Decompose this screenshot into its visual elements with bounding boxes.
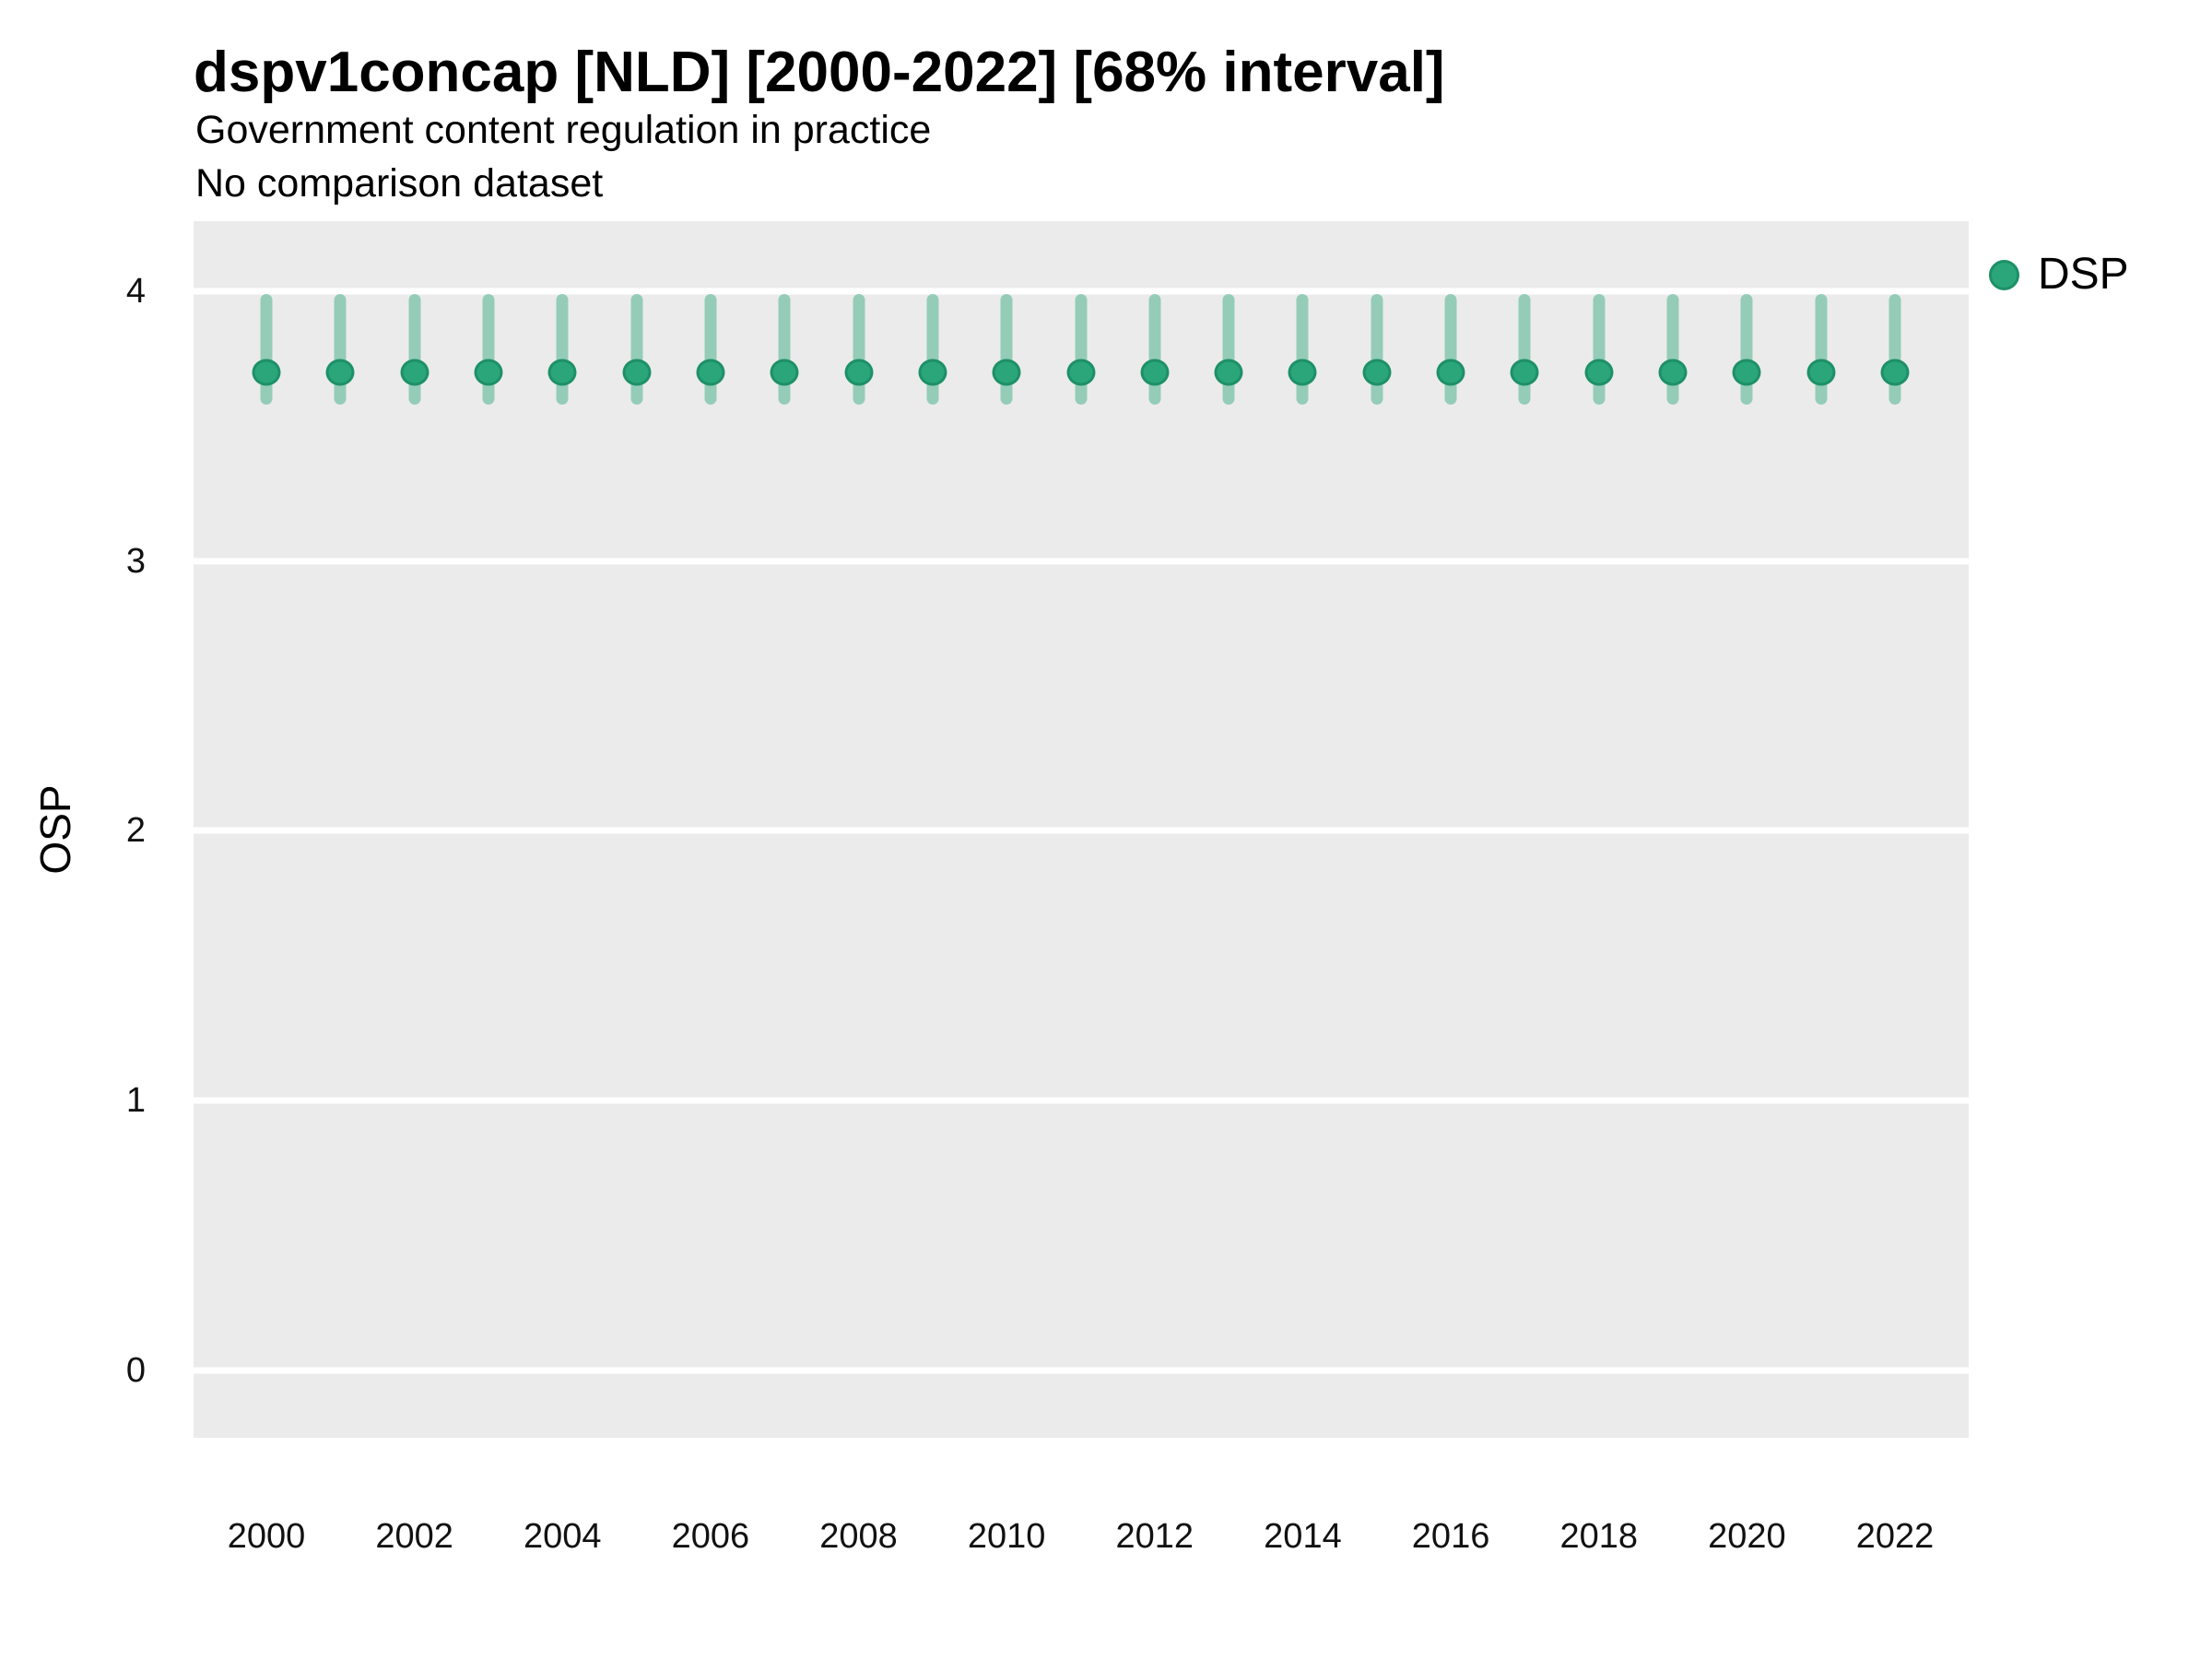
- dsp-point-2006: [696, 359, 725, 386]
- dsp-point-2017: [1510, 359, 1539, 386]
- gridline-y-4: [194, 288, 1969, 295]
- dsp-point-2002: [400, 359, 429, 386]
- x-tick-label-2000: 2000: [227, 1517, 306, 1556]
- gridline-y-3: [194, 558, 1969, 565]
- y-tick-label-2: 2: [125, 811, 146, 851]
- dsp-interval-2003: [482, 294, 495, 406]
- dsp-point-2004: [547, 359, 577, 386]
- chart-title: dspv1concap [NLD] [2000-2022] [68% inter…: [194, 41, 1445, 104]
- dsp-interval-2019: [1666, 294, 1679, 406]
- y-tick-label-4: 4: [125, 272, 146, 312]
- dsp-point-2012: [1140, 359, 1170, 386]
- dsp-interval-2013: [1222, 294, 1235, 406]
- dsp-point-2003: [474, 359, 503, 386]
- x-tick-label-2006: 2006: [671, 1517, 750, 1556]
- dsp-interval-2021: [1815, 294, 1828, 406]
- dsp-point-2020: [1732, 359, 1761, 386]
- dsp-interval-2017: [1518, 294, 1531, 406]
- dsp-interval-2004: [556, 294, 569, 406]
- dsp-point-2022: [1880, 359, 1910, 386]
- dsp-interval-2000: [260, 294, 273, 406]
- dsp-interval-2020: [1740, 294, 1753, 406]
- gridline-y-1: [194, 1097, 1969, 1104]
- y-tick-label-3: 3: [125, 541, 146, 581]
- x-tick-label-2014: 2014: [1264, 1517, 1342, 1556]
- dsp-point-2019: [1658, 359, 1688, 386]
- dsp-point-2011: [1066, 359, 1095, 386]
- dsp-point-2007: [770, 359, 799, 386]
- y-tick-label-0: 0: [125, 1350, 146, 1390]
- x-tick-label-2012: 2012: [1115, 1517, 1194, 1556]
- dsp-interval-2009: [926, 294, 939, 406]
- x-axis-tick-labels: 2000 2002 2004 2006 2008 2010 2012 2014 2016 2018…: [194, 1516, 1969, 1562]
- dsp-point-2010: [992, 359, 1021, 386]
- x-tick-label-2004: 2004: [523, 1517, 602, 1556]
- dsp-interval-2010: [1000, 294, 1013, 406]
- dsp-point-2009: [918, 359, 947, 386]
- dsp-interval-2016: [1444, 294, 1457, 406]
- legend: DSP: [1989, 249, 2129, 300]
- x-tick-label-2008: 2008: [819, 1517, 898, 1556]
- legend-marker-circle-icon: [1989, 259, 2019, 290]
- dsp-interval-2001: [334, 294, 347, 406]
- gridline-y-0: [194, 1367, 1969, 1374]
- dsp-point-2013: [1214, 359, 1243, 386]
- dsp-point-2000: [252, 359, 281, 386]
- dsp-point-2018: [1584, 359, 1614, 386]
- dsp-interval-2012: [1148, 294, 1161, 406]
- x-tick-label-2020: 2020: [1708, 1517, 1786, 1556]
- dsp-interval-2018: [1593, 294, 1606, 406]
- x-tick-label-2010: 2010: [967, 1517, 1046, 1556]
- y-tick-label-1: 1: [125, 1081, 146, 1121]
- dsp-interval-2006: [704, 294, 717, 406]
- dsp-point-2016: [1436, 359, 1465, 386]
- legend-label-dsp: DSP: [2038, 250, 2129, 299]
- gridline-y-2: [194, 827, 1969, 834]
- dsp-interval-2011: [1075, 294, 1087, 406]
- x-tick-label-2016: 2016: [1411, 1517, 1490, 1556]
- dsp-point-2014: [1288, 359, 1317, 386]
- dsp-point-2021: [1806, 359, 1836, 386]
- dsp-interval-2007: [778, 294, 791, 406]
- dsp-interval-2015: [1371, 294, 1383, 406]
- dsp-point-2008: [844, 359, 874, 386]
- plot-panel: [194, 221, 1969, 1438]
- dsp-interval-2014: [1296, 294, 1309, 406]
- comparison-note: No comparison dataset: [195, 161, 604, 206]
- dsp-point-2001: [325, 359, 355, 386]
- dsp-interval-2022: [1888, 294, 1901, 406]
- x-tick-label-2018: 2018: [1559, 1517, 1638, 1556]
- dsp-point-2005: [622, 359, 652, 386]
- dsp-interval-2002: [408, 294, 421, 406]
- x-tick-label-2002: 2002: [375, 1517, 453, 1556]
- dsp-interval-2008: [853, 294, 865, 406]
- dsp-point-2015: [1362, 359, 1392, 386]
- x-tick-label-2022: 2022: [1855, 1517, 1935, 1556]
- chart-subtitle: Government content regulation in practic…: [195, 108, 932, 152]
- dsp-interval-2005: [630, 294, 643, 406]
